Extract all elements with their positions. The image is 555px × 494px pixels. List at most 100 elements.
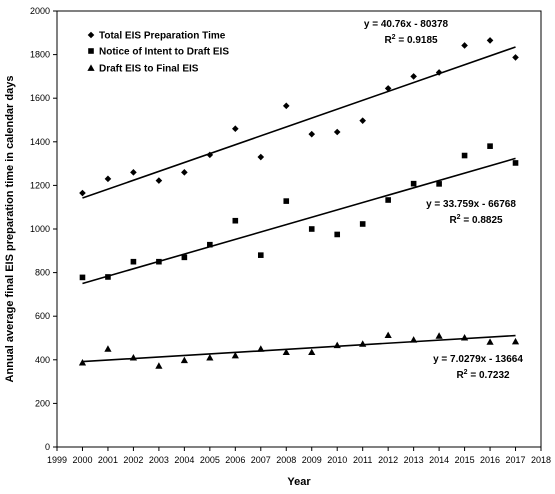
x-tick-label: 2004 bbox=[174, 455, 194, 465]
triangle-point bbox=[511, 337, 520, 345]
legend-label: Total EIS Preparation Time bbox=[99, 31, 226, 42]
square-point bbox=[512, 160, 519, 166]
x-tick-label: 2018 bbox=[531, 455, 551, 465]
square-point bbox=[308, 226, 315, 232]
square-point bbox=[257, 252, 264, 258]
trendline-equation: y = 40.76x - 80378 bbox=[364, 19, 449, 30]
diamond-point bbox=[232, 125, 239, 133]
triangle-point bbox=[410, 336, 418, 343]
triangle-point bbox=[282, 348, 290, 356]
diamond-point bbox=[435, 69, 443, 76]
r2-superscript: 2 bbox=[392, 34, 396, 41]
x-tick-label: 2003 bbox=[149, 455, 169, 465]
square-point bbox=[232, 217, 239, 224]
legend-label: Notice of Intent to Draft EIS bbox=[99, 47, 229, 58]
x-tick-label: 2000 bbox=[72, 455, 92, 465]
x-tick-label: 2016 bbox=[480, 455, 500, 465]
x-tick-label: 2009 bbox=[302, 455, 322, 465]
square-point bbox=[436, 181, 442, 187]
square-point bbox=[385, 197, 391, 203]
triangle-point bbox=[486, 338, 494, 345]
square-point bbox=[487, 143, 493, 149]
x-axis-title: Year bbox=[287, 476, 311, 488]
trendline-equation: y = 7.0279x - 13664 bbox=[433, 354, 523, 365]
diamond-point bbox=[282, 102, 290, 110]
r2-value: = 0.7232 bbox=[468, 370, 510, 381]
square-point bbox=[207, 241, 213, 248]
y-tick-label: 600 bbox=[35, 311, 50, 321]
x-tick-label: 2008 bbox=[276, 455, 296, 465]
data-markers bbox=[78, 37, 520, 369]
trendline bbox=[82, 334, 516, 363]
triangle-point bbox=[206, 354, 214, 361]
diamond-point bbox=[333, 128, 341, 136]
x-tick-label: 1999 bbox=[47, 455, 67, 465]
diamond-point bbox=[359, 117, 366, 124]
triangle-point bbox=[359, 340, 367, 347]
legend-symbol bbox=[88, 48, 94, 54]
x-tick-label: 2014 bbox=[429, 455, 449, 465]
square-point bbox=[461, 152, 468, 159]
triangle-point bbox=[333, 341, 341, 349]
x-tick-label: 2013 bbox=[404, 455, 424, 465]
legend: Total EIS Preparation Time Notice of Inte… bbox=[87, 31, 229, 75]
x-tick-label: 2011 bbox=[353, 455, 372, 465]
diamond-point bbox=[130, 169, 137, 176]
square-point bbox=[410, 180, 417, 187]
triangle-point bbox=[384, 331, 392, 339]
diamond-point bbox=[181, 169, 188, 176]
r2-label: R bbox=[384, 35, 392, 46]
r2-value: = 0.8825 bbox=[461, 215, 503, 226]
diamond-point bbox=[486, 37, 494, 44]
y-tick-label: 2000 bbox=[30, 6, 50, 16]
x-tick-label: 2002 bbox=[123, 455, 143, 465]
x-tick-label: 2017 bbox=[506, 455, 526, 465]
x-tick-label: 2001 bbox=[98, 455, 118, 465]
y-tick-label: 1800 bbox=[30, 50, 50, 60]
legend-symbol bbox=[87, 31, 95, 39]
triangle-point bbox=[308, 348, 316, 356]
diamond-point bbox=[206, 151, 214, 159]
y-tick-label: 1000 bbox=[30, 224, 50, 234]
diamond-point bbox=[461, 42, 468, 49]
triangle-point bbox=[257, 345, 265, 352]
legend-label: Draft EIS to Final EIS bbox=[99, 64, 199, 75]
trendline-r2: R2 = 0.8825 bbox=[449, 214, 503, 226]
diamond-point bbox=[512, 54, 519, 61]
triangle-point bbox=[180, 356, 188, 364]
triangle-point bbox=[129, 354, 138, 361]
legend-symbol bbox=[87, 64, 95, 71]
trendline-r2: R2 = 0.7232 bbox=[456, 369, 510, 381]
square-point bbox=[105, 274, 111, 280]
plot-area bbox=[56, 10, 542, 448]
triangle-point bbox=[155, 362, 163, 369]
diamond-point bbox=[257, 153, 265, 161]
trendlines bbox=[82, 46, 516, 363]
square-point bbox=[359, 221, 366, 227]
r2-superscript: 2 bbox=[457, 214, 461, 221]
diamond-point bbox=[155, 177, 163, 184]
r2-superscript: 2 bbox=[464, 369, 468, 376]
y-axis: 0 200 400 600 800 1000 1200 1400 1600 1800 2000 bbox=[30, 6, 57, 452]
x-tick-label: 2007 bbox=[251, 455, 271, 465]
diamond-point bbox=[308, 130, 316, 138]
r2-label: R bbox=[456, 370, 464, 381]
r2-value: = 0.9185 bbox=[396, 35, 438, 46]
y-tick-label: 0 bbox=[45, 442, 50, 452]
x-tick-label: 2005 bbox=[200, 455, 220, 465]
trendline-equation: y = 33.759x - 66768 bbox=[426, 199, 516, 210]
square-point bbox=[79, 274, 86, 281]
diamond-point bbox=[384, 85, 392, 92]
r2-label: R bbox=[449, 215, 457, 226]
x-tick-label: 2015 bbox=[455, 455, 475, 465]
y-tick-label: 1200 bbox=[30, 180, 50, 190]
diamond-point bbox=[410, 73, 417, 80]
square-point bbox=[334, 231, 341, 238]
square-point bbox=[156, 258, 162, 265]
x-tick-label: 2012 bbox=[378, 455, 398, 465]
triangle-point bbox=[460, 333, 469, 341]
triangle-point bbox=[231, 351, 239, 359]
y-tick-label: 1400 bbox=[30, 137, 50, 147]
